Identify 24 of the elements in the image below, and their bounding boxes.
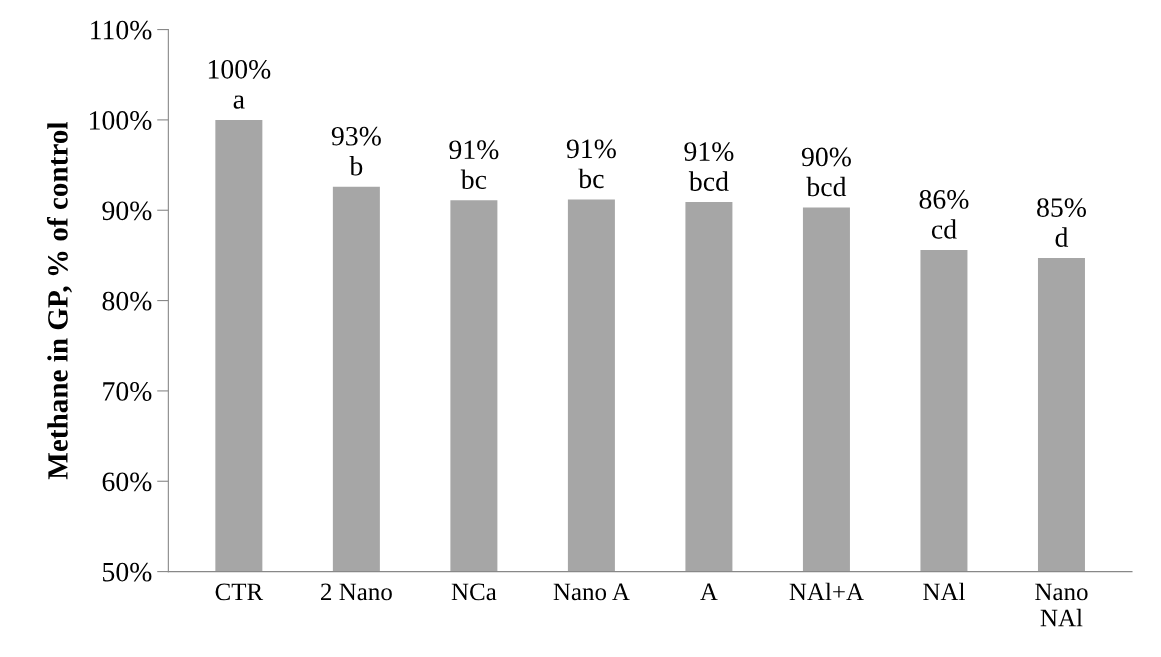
y-tick-label: 70% [103,382,152,401]
x-tick-label: NCa [451,583,497,601]
y-axis-title: Methane in GP, % of control [46,122,72,480]
data-label: 85% d [1037,198,1086,247]
x-tick-label: 2 Nano [321,583,392,601]
data-label: 91% bcd [684,142,734,191]
y-tick-label: 60% [102,472,152,492]
data-label: 91% bc [566,139,616,189]
y-tick-label: 80% [102,291,152,311]
y-tick-label: 110% [91,20,152,40]
data-label: 90% bcd [801,147,851,197]
x-tick-label: Nano A [553,583,630,601]
y-tick-label: 50% [103,562,152,582]
data-label: 91% bc [449,140,499,190]
x-tick-label: A [700,583,718,601]
data-label: 86% cd [919,190,969,239]
data-label: 93% b [331,126,381,176]
y-tick-label: 100% [90,111,152,130]
x-tick-label: NAl+A [789,582,864,601]
x-tick-label: CTR [215,583,264,601]
y-tick-label: 90% [102,201,152,221]
x-tick-label: Nano NAl [1035,583,1088,627]
data-label: 100% a [208,59,271,109]
x-tick-label: NAl [923,582,965,601]
